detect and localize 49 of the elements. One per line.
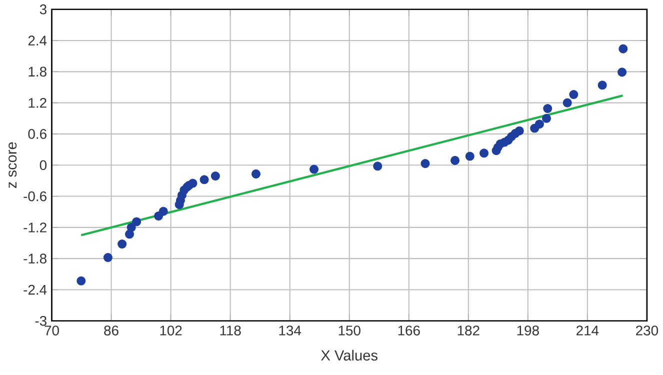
point [618,44,628,54]
point [210,172,220,181]
x-tick-label: 198 [517,326,539,336]
point [420,159,430,168]
x-tick-label: 182 [458,326,480,336]
x-tick-label: 118 [220,326,241,336]
x-tick-label: 86 [104,326,118,336]
point [569,90,578,100]
point [618,68,627,77]
x-tick-label: 150 [338,326,360,336]
point [118,240,127,249]
y-tick-label: -3 [35,316,46,326]
point [373,162,382,171]
y-tick-label: -1.2 [24,222,46,232]
point [465,152,474,161]
y-tick-label: 1.2 [28,98,46,108]
x-tick-label: 102 [160,326,182,336]
y-tick-label: 1.8 [28,66,46,77]
x-tick-label: 214 [576,326,599,336]
point [480,148,489,158]
point [598,80,607,90]
y-tick-label: 2.4 [28,36,47,46]
y-tick-label: 0.6 [28,129,46,140]
y-axis-title: z score [8,142,17,188]
y-tick-label: 0 [40,160,47,170]
x-tick-label: 70 [44,326,59,336]
x-tick-label: 166 [398,326,420,336]
x-tick-label: 230 [636,326,658,336]
x-tick-label: 134 [279,326,302,336]
point [543,104,552,114]
x-axis-title: X Values [321,350,378,361]
point [76,276,86,286]
point [534,120,544,129]
y-tick-label: -1.8 [24,254,46,264]
point [310,164,319,174]
point [450,156,460,166]
point [251,170,260,179]
point [126,223,136,232]
point [562,98,572,108]
point [542,114,552,124]
y-tick-label: -0.6 [24,192,46,202]
y-tick-label: 3 [40,4,46,14]
point [132,217,142,226]
point [188,178,198,188]
point [200,175,209,184]
point [514,126,524,136]
point [103,253,112,262]
point [158,207,168,216]
y-tick-label: -2.4 [24,285,47,295]
